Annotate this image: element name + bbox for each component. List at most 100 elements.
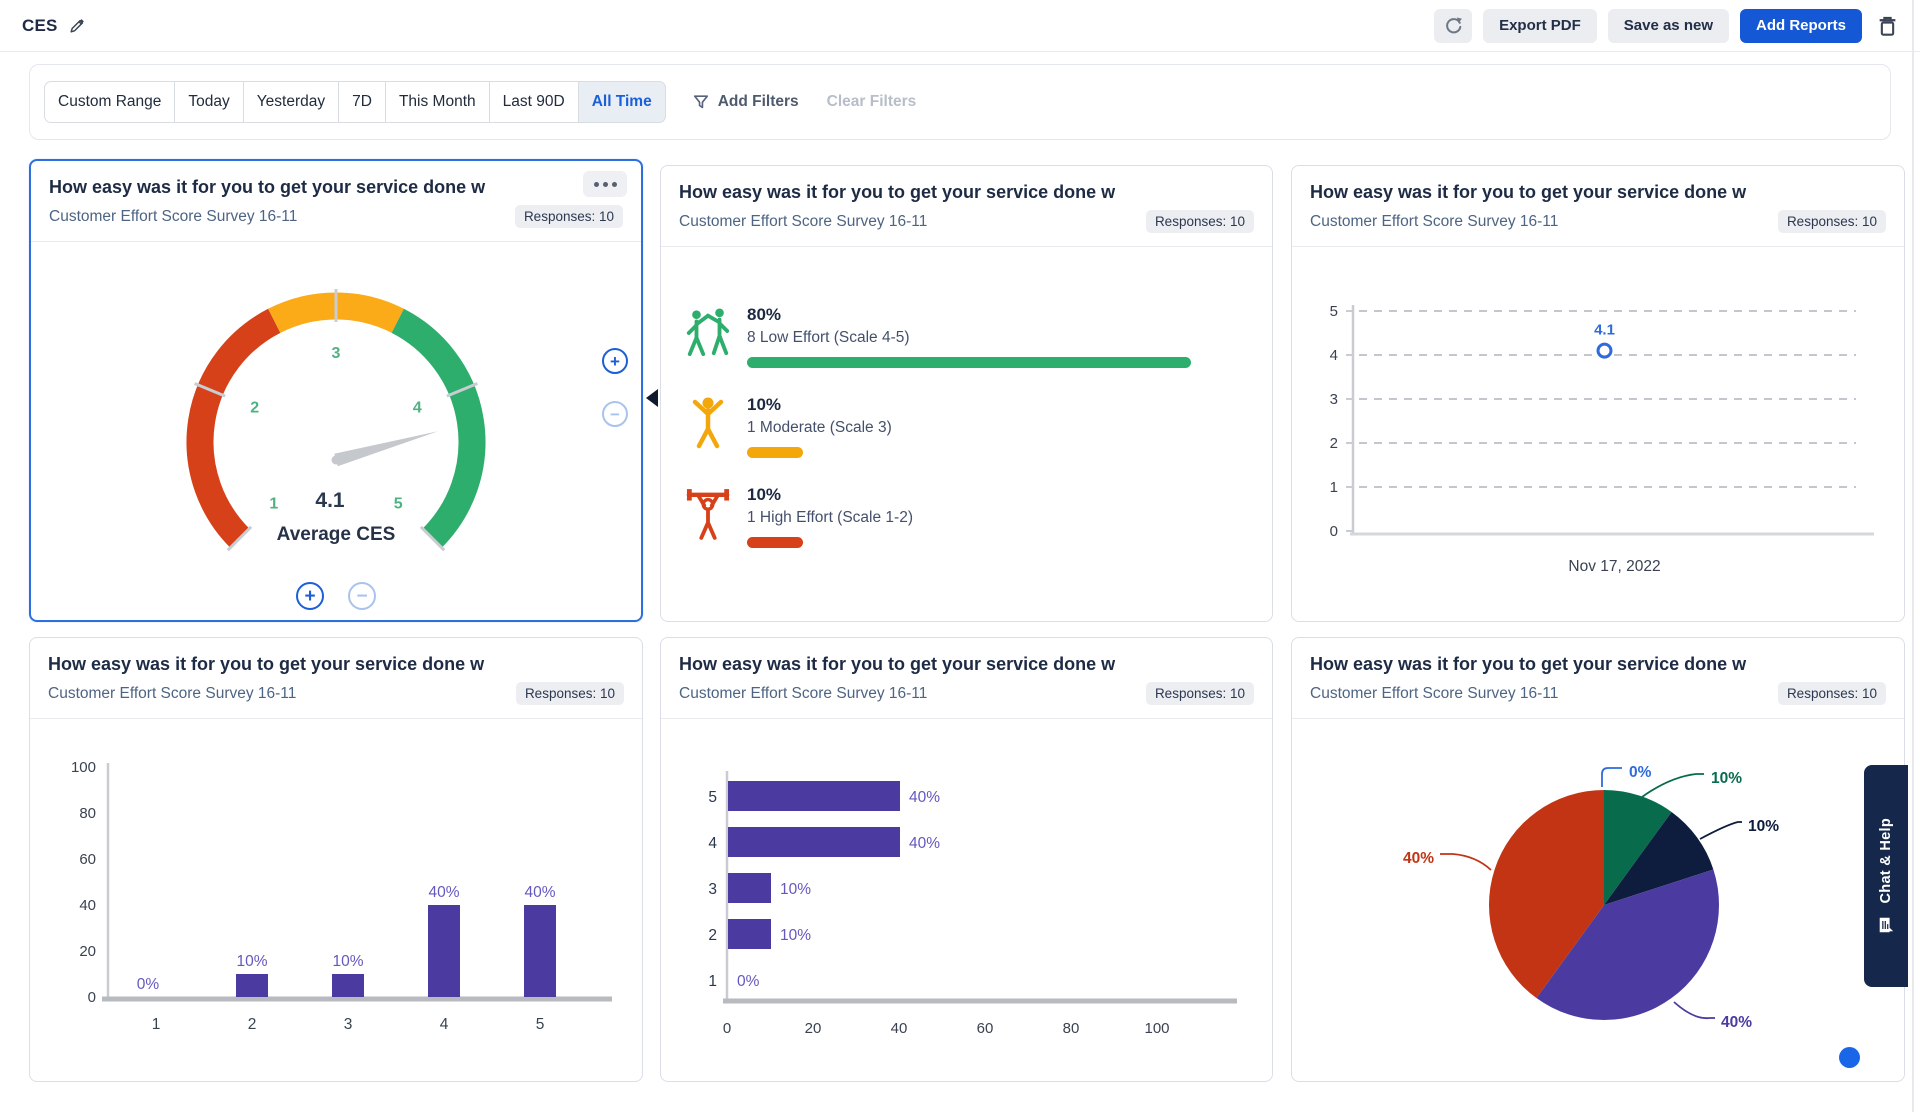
collapse-handle-icon[interactable] bbox=[646, 389, 658, 407]
score-bar-chart: 0 20 40 60 80 100 0% 1 10% 2 10% 3 40% 4 40% 5 bbox=[71, 759, 612, 1033]
card-subtitle: Customer Effort Score Survey 16-11 bbox=[679, 212, 928, 230]
add-reports-button[interactable]: Add Reports bbox=[1740, 8, 1862, 43]
svg-text:1: 1 bbox=[152, 1016, 161, 1033]
responses-badge: Responses: 10 bbox=[514, 205, 623, 228]
side-zoom-in-button[interactable]: + bbox=[602, 348, 628, 374]
svg-text:100: 100 bbox=[1144, 1020, 1169, 1037]
svg-text:0: 0 bbox=[722, 1020, 730, 1037]
card-title: How easy was it for you to get your serv… bbox=[1310, 654, 1747, 674]
svg-text:1: 1 bbox=[708, 973, 717, 990]
add-filters-button[interactable]: Add Filters bbox=[692, 93, 799, 111]
effort-label: 1 High Effort (Scale 1-2) bbox=[747, 509, 913, 526]
report-card-hbar[interactable]: How easy was it for you to get your serv… bbox=[660, 637, 1273, 1082]
refresh-button[interactable] bbox=[1434, 8, 1473, 43]
score-hbar-chart: 0 20 40 60 80 100 40% 5 40% 4 10% 3 10% 2 0% 1 bbox=[708, 771, 1237, 1037]
svg-text:4: 4 bbox=[1330, 347, 1338, 364]
card-side-controls: + − bbox=[602, 348, 628, 427]
svg-text:0%: 0% bbox=[737, 973, 760, 990]
card-subtitle: Customer Effort Score Survey 16-11 bbox=[49, 207, 298, 225]
svg-text:40%: 40% bbox=[909, 789, 940, 806]
chat-widget-dot[interactable] bbox=[1839, 1047, 1860, 1068]
zoom-out-button[interactable]: − bbox=[348, 582, 376, 610]
svg-text:40%: 40% bbox=[524, 884, 555, 901]
svg-text:10%: 10% bbox=[780, 881, 811, 898]
refresh-icon bbox=[1445, 17, 1462, 34]
report-card-gauge[interactable]: How easy was it for you to get your serv… bbox=[29, 159, 658, 622]
export-pdf-button[interactable]: Export PDF bbox=[1483, 8, 1597, 43]
svg-text:3: 3 bbox=[332, 345, 341, 362]
range-last-90d[interactable]: Last 90D bbox=[488, 81, 579, 123]
svg-text:2: 2 bbox=[708, 927, 717, 944]
card-subtitle: Customer Effort Score Survey 16-11 bbox=[1310, 684, 1559, 702]
filter-bar: Custom Range Today Yesterday 7D This Mon… bbox=[29, 64, 1891, 140]
card-menu-button[interactable] bbox=[583, 171, 627, 197]
card-title: How easy was it for you to get your serv… bbox=[49, 177, 486, 197]
svg-text:80: 80 bbox=[1062, 1020, 1079, 1037]
report-card-pie[interactable]: How easy was it for you to get your serv… bbox=[1291, 637, 1905, 1082]
card-subtitle: Customer Effort Score Survey 16-11 bbox=[679, 684, 928, 702]
svg-text:Average CES: Average CES bbox=[277, 524, 396, 545]
svg-text:0%: 0% bbox=[137, 976, 160, 993]
report-card-bar[interactable]: How easy was it for you to get your serv… bbox=[29, 637, 643, 1082]
effort-bar-low bbox=[747, 357, 1191, 368]
svg-text:40%: 40% bbox=[1403, 850, 1434, 867]
responses-badge: Responses: 10 bbox=[1145, 210, 1254, 233]
svg-text:10%: 10% bbox=[780, 927, 811, 944]
range-all-time[interactable]: All Time bbox=[577, 81, 666, 123]
effort-row-low: 80% 8 Low Effort (Scale 4-5) bbox=[683, 305, 1252, 368]
scrollbar-track[interactable] bbox=[1912, 0, 1914, 1112]
edit-title-icon[interactable] bbox=[68, 17, 86, 35]
svg-text:40: 40 bbox=[79, 897, 96, 914]
svg-text:40%: 40% bbox=[909, 835, 940, 852]
chat-bubble-icon bbox=[1879, 917, 1894, 932]
responses-badge: Responses: 10 bbox=[1777, 682, 1886, 705]
side-zoom-out-button[interactable]: − bbox=[602, 401, 628, 427]
arms-raised-icon bbox=[683, 395, 733, 458]
save-as-new-button[interactable]: Save as new bbox=[1607, 8, 1729, 43]
range-custom-range[interactable]: Custom Range bbox=[44, 81, 176, 123]
trash-icon bbox=[1879, 16, 1896, 36]
zoom-in-button[interactable]: + bbox=[296, 582, 324, 610]
card-title: How easy was it for you to get your serv… bbox=[1310, 182, 1747, 202]
effort-percent: 10% bbox=[747, 395, 782, 414]
report-card-effort-breakdown[interactable]: How easy was it for you to get your serv… bbox=[660, 165, 1273, 622]
svg-text:0%: 0% bbox=[1629, 764, 1652, 781]
svg-text:0: 0 bbox=[1330, 523, 1338, 540]
svg-text:80: 80 bbox=[79, 805, 96, 822]
weightlifter-icon bbox=[683, 485, 733, 548]
svg-text:Nov 17, 2022: Nov 17, 2022 bbox=[1568, 558, 1660, 575]
report-card-trend[interactable]: How easy was it for you to get your serv… bbox=[1291, 165, 1905, 622]
svg-text:5: 5 bbox=[536, 1016, 545, 1033]
svg-text:3: 3 bbox=[708, 881, 717, 898]
range-7d[interactable]: 7D bbox=[338, 81, 386, 123]
svg-text:10%: 10% bbox=[332, 953, 363, 970]
svg-text:10%: 10% bbox=[236, 953, 267, 970]
svg-text:4: 4 bbox=[440, 1016, 449, 1033]
svg-text:10%: 10% bbox=[1748, 818, 1779, 835]
responses-badge: Responses: 10 bbox=[1145, 682, 1254, 705]
range-yesterday[interactable]: Yesterday bbox=[242, 81, 340, 123]
svg-text:40%: 40% bbox=[428, 884, 459, 901]
page-title: CES bbox=[22, 15, 58, 35]
svg-text:20: 20 bbox=[804, 1020, 821, 1037]
svg-text:2: 2 bbox=[250, 400, 259, 417]
svg-text:4: 4 bbox=[708, 835, 717, 852]
effort-bar-moderate bbox=[747, 447, 803, 458]
effort-label: 8 Low Effort (Scale 4-5) bbox=[747, 329, 910, 346]
svg-text:60: 60 bbox=[976, 1020, 993, 1037]
svg-text:0: 0 bbox=[88, 989, 96, 1006]
card-title: How easy was it for you to get your serv… bbox=[48, 654, 485, 674]
clear-filters-button[interactable]: Clear Filters bbox=[826, 93, 917, 110]
card-subtitle: Customer Effort Score Survey 16-11 bbox=[1310, 212, 1559, 230]
effort-bar-high bbox=[747, 537, 803, 548]
high-five-icon bbox=[683, 305, 733, 368]
svg-text:4: 4 bbox=[413, 400, 422, 417]
svg-text:5: 5 bbox=[1330, 303, 1338, 320]
range-this-month[interactable]: This Month bbox=[384, 81, 490, 123]
delete-report-button[interactable] bbox=[1877, 15, 1898, 37]
svg-text:5: 5 bbox=[708, 789, 717, 806]
responses-badge: Responses: 10 bbox=[1777, 210, 1886, 233]
effort-percent: 80% bbox=[747, 305, 782, 324]
chat-help-tab[interactable]: Chat & Help bbox=[1864, 765, 1908, 987]
range-today[interactable]: Today bbox=[174, 81, 244, 123]
